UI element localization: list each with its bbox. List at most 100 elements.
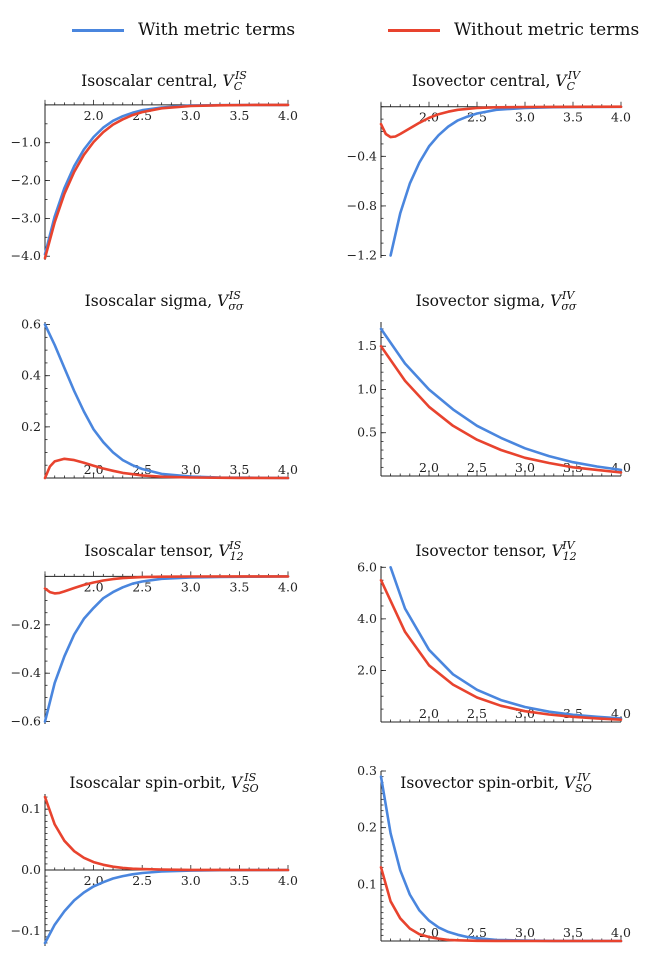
series-line-without-metric bbox=[379, 344, 623, 474]
chart-title-symbol: V bbox=[218, 542, 231, 560]
chart-title: Isoscalar central, VCIS bbox=[81, 69, 247, 93]
y-tick-label: 1.0 bbox=[357, 381, 377, 396]
series-line-with-metric bbox=[389, 565, 623, 720]
y-tick-label: −0.8 bbox=[347, 198, 377, 213]
x-tick-label: 3.5 bbox=[229, 873, 249, 888]
y-tick-label: 0.5 bbox=[357, 425, 377, 440]
x-tick-label: 3.5 bbox=[229, 108, 249, 123]
y-tick-label: −0.1 bbox=[11, 923, 41, 938]
x-tick-label: 4.0 bbox=[611, 925, 631, 940]
series-line-with-metric bbox=[43, 575, 290, 723]
chart-title: Isoscalar sigma, VσσIS bbox=[85, 289, 244, 313]
y-tick-label: −0.6 bbox=[11, 714, 41, 729]
chart-title: Isoscalar spin-orbit, VSOIS bbox=[69, 771, 258, 795]
y-tick-label: 0.3 bbox=[357, 763, 377, 778]
y-tick-label: −4.0 bbox=[11, 248, 41, 263]
chart-title-subscript: σσ bbox=[228, 300, 244, 313]
chart-title-superscript: IS bbox=[243, 771, 256, 784]
x-tick-label: 2.0 bbox=[84, 462, 104, 477]
y-tick-label: −0.4 bbox=[347, 148, 377, 163]
chart-title-subscript: SO bbox=[242, 782, 259, 795]
x-tick-label: 3.0 bbox=[515, 110, 535, 125]
legend-label-with-metric: With metric terms bbox=[138, 20, 296, 40]
chart-title-superscript: IV bbox=[567, 69, 581, 82]
series-line-with-metric bbox=[43, 868, 290, 945]
chart-title-symbol: V bbox=[217, 292, 230, 310]
x-tick-label: 2.5 bbox=[467, 460, 487, 475]
y-tick-label: 0.0 bbox=[21, 862, 41, 877]
y-tick-label: −2.0 bbox=[11, 173, 41, 188]
chart-title-superscript: IS bbox=[228, 539, 241, 552]
chart-title-superscript: IV bbox=[561, 539, 575, 552]
y-tick-label: 0.1 bbox=[357, 876, 377, 891]
y-tick-label: 6.0 bbox=[357, 559, 377, 574]
y-tick-label: −3.0 bbox=[11, 210, 41, 225]
chart-title-superscript: IS bbox=[234, 69, 247, 82]
legend: With metric terms Without metric terms bbox=[0, 0, 665, 60]
chart-title-superscript: IV bbox=[561, 289, 575, 302]
series-line-without-metric bbox=[43, 575, 290, 595]
chart-title-text: Isoscalar tensor, bbox=[84, 542, 218, 560]
x-tick-label: 2.0 bbox=[419, 460, 439, 475]
x-tick-label: 2.0 bbox=[419, 706, 439, 721]
x-tick-label: 4.0 bbox=[278, 108, 298, 123]
y-tick-label: 0.2 bbox=[357, 820, 377, 835]
x-tick-label: 4.0 bbox=[611, 110, 631, 125]
series-line-with-metric bbox=[389, 105, 623, 257]
series-line-without-metric bbox=[379, 578, 623, 722]
series-line-without-metric bbox=[43, 795, 290, 872]
chart-title-text: Isoscalar sigma, bbox=[85, 292, 217, 310]
x-tick-label: 3.0 bbox=[515, 460, 535, 475]
x-tick-label: 3.0 bbox=[181, 579, 201, 594]
x-tick-label: 3.5 bbox=[229, 579, 249, 594]
x-tick-label: 3.0 bbox=[181, 462, 201, 477]
y-tick-label: 0.2 bbox=[21, 419, 41, 434]
chart-title-symbol: V bbox=[223, 72, 236, 90]
series-line-with-metric bbox=[43, 323, 290, 480]
legend-swatch-with-metric bbox=[72, 28, 124, 32]
series-line-with-metric bbox=[379, 327, 623, 472]
chart-title: Isoscalar tensor, V12IS bbox=[84, 539, 243, 563]
x-tick-label: 4.0 bbox=[278, 462, 298, 477]
chart-title: Isovector sigma, VσσIV bbox=[416, 289, 577, 313]
chart-title-symbol: V bbox=[564, 774, 577, 792]
chart-title-superscript: IS bbox=[228, 289, 241, 302]
y-tick-label: 1.5 bbox=[357, 338, 377, 353]
x-tick-label: 3.5 bbox=[563, 925, 583, 940]
chart-title-symbol: V bbox=[551, 542, 564, 560]
y-tick-label: −1.2 bbox=[347, 248, 377, 263]
chart-title-superscript: IV bbox=[576, 771, 590, 784]
chart-title-subscript: C bbox=[234, 80, 243, 93]
x-tick-label: 3.5 bbox=[563, 110, 583, 125]
y-tick-label: −0.2 bbox=[11, 617, 41, 632]
chart-title-subscript: C bbox=[567, 80, 576, 93]
chart-title-text: Isovector central, bbox=[412, 72, 555, 90]
chart-title-text: Isoscalar central, bbox=[81, 72, 222, 90]
series-line-without-metric bbox=[43, 103, 290, 260]
chart-title: Isovector tensor, V12IV bbox=[415, 539, 576, 563]
y-tick-label: 0.4 bbox=[21, 368, 41, 383]
legend-item-with-metric: With metric terms bbox=[72, 20, 295, 40]
series-line-without-metric bbox=[379, 105, 623, 139]
x-tick-label: 3.0 bbox=[181, 108, 201, 123]
chart-title: Isovector spin-orbit, VSOIV bbox=[400, 771, 591, 795]
x-tick-label: 2.5 bbox=[467, 925, 487, 940]
legend-label-without-metric: Without metric terms bbox=[454, 20, 640, 40]
chart-title-subscript: 12 bbox=[230, 550, 244, 563]
x-tick-label: 2.5 bbox=[132, 873, 152, 888]
series-line-with-metric bbox=[43, 103, 290, 256]
chart-title-subscript: 12 bbox=[563, 550, 577, 563]
series-line-without-metric bbox=[379, 865, 623, 943]
legend-item-without-metric: Without metric terms bbox=[388, 20, 639, 40]
x-tick-label: 4.0 bbox=[278, 579, 298, 594]
chart-title-text: Isoscalar spin-orbit, bbox=[69, 774, 231, 792]
chart-title-subscript: σσ bbox=[561, 300, 577, 313]
series-line-without-metric bbox=[43, 457, 290, 480]
